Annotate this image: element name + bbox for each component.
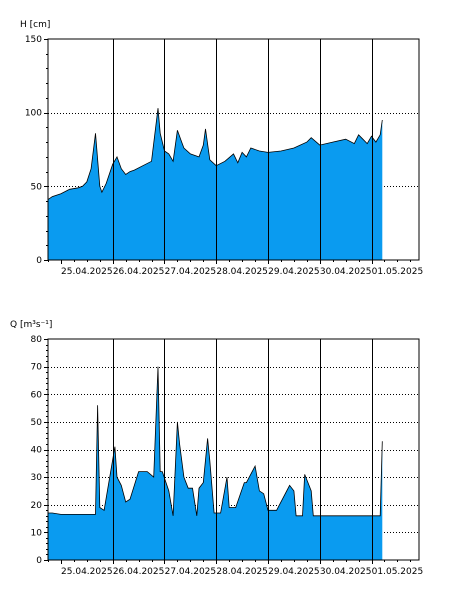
series-area-fill	[48, 366, 383, 560]
y-tick-label: 50	[31, 418, 43, 428]
x-tick-label: 26.04.2025	[113, 567, 165, 577]
x-tick-label: 29.04.2025	[268, 267, 320, 277]
water-level-y-axis-label: H [cm]	[20, 20, 50, 30]
water-level-area	[47, 108, 383, 260]
discharge-x-ticks: 25.04.2025 26.04.2025 27.04.2025 28.04.2025…	[48, 560, 424, 577]
water-level-chart: H [cm] 0 50 100 150 25.04.2025 26.04.2025 27.…	[20, 20, 423, 277]
x-tick-label: 01.05.2025	[372, 567, 424, 577]
discharge-chart: Q [m³s⁻¹] 0 10 20 30 40 50 60 70 80 25.04.2025 26…	[10, 320, 423, 577]
y-tick-label: 60	[31, 390, 43, 400]
y-tick-label: 20	[31, 501, 43, 511]
water-level-day-lines	[113, 39, 373, 260]
x-tick-label: 25.04.2025	[61, 567, 113, 577]
y-tick-label: 0	[36, 256, 42, 266]
x-tick-label: 01.05.2025	[372, 267, 424, 277]
y-tick-label: 40	[31, 446, 43, 456]
series-line	[47, 108, 383, 200]
water-level-plot-frame	[47, 38, 420, 261]
y-tick-label: 70	[31, 363, 43, 373]
x-tick-label: 30.04.2025	[320, 567, 372, 577]
series-line	[48, 366, 383, 517]
y-tick-label: 50	[31, 182, 43, 192]
x-tick-label: 30.04.2025	[320, 267, 372, 277]
y-tick-label: 30	[31, 473, 43, 483]
discharge-y-ticks: 0 10 20 30 40 50 60 70 80	[31, 335, 48, 566]
x-tick-label: 25.04.2025	[61, 267, 113, 277]
y-tick-label: 150	[25, 35, 42, 45]
x-tick-label: 28.04.2025	[216, 567, 268, 577]
series-area-fill	[48, 108, 383, 260]
discharge-day-lines	[113, 339, 373, 560]
x-tick-label: 26.04.2025	[113, 267, 165, 277]
y-tick-label: 10	[31, 528, 43, 538]
discharge-y-axis-label: Q [m³s⁻¹]	[10, 320, 52, 330]
y-tick-label: 100	[25, 109, 42, 119]
x-tick-label: 29.04.2025	[268, 567, 320, 577]
y-tick-label: 0	[36, 556, 42, 566]
discharge-plot-frame	[47, 338, 420, 561]
water-level-y-ticks: 0 50 100 150	[25, 35, 48, 266]
x-tick-label: 27.04.2025	[165, 267, 217, 277]
y-tick-label: 80	[31, 335, 43, 345]
x-tick-label: 27.04.2025	[165, 567, 217, 577]
x-tick-label: 28.04.2025	[216, 267, 268, 277]
discharge-area	[48, 366, 383, 560]
water-level-x-ticks: 25.04.2025 26.04.2025 27.04.2025 28.04.2025…	[48, 260, 424, 277]
